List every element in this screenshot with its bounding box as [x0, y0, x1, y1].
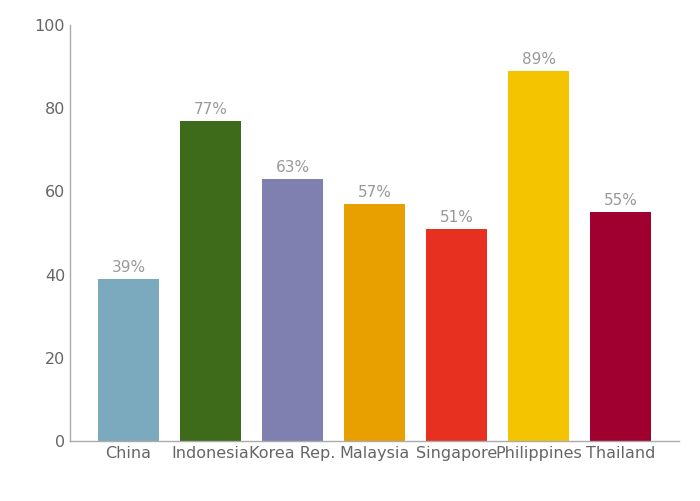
Bar — [426, 229, 487, 441]
Text: 57%: 57% — [358, 185, 391, 200]
Bar — [262, 179, 323, 441]
Text: 89%: 89% — [522, 52, 556, 67]
Text: 39%: 39% — [111, 260, 146, 275]
Text: 51%: 51% — [440, 209, 473, 224]
Bar — [180, 121, 242, 441]
Text: 77%: 77% — [193, 102, 228, 117]
Bar — [344, 204, 405, 441]
Bar — [508, 71, 569, 441]
Text: 55%: 55% — [603, 193, 638, 208]
Text: 63%: 63% — [275, 160, 309, 175]
Bar — [98, 279, 159, 441]
Bar — [590, 212, 651, 441]
